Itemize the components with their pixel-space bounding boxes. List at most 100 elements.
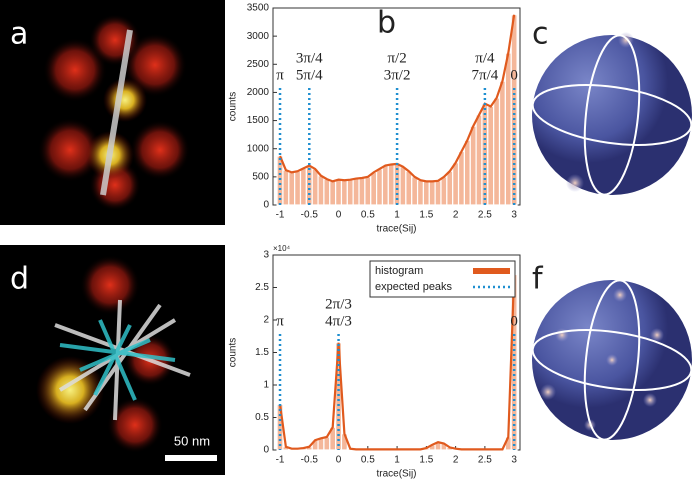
bar [352,177,360,206]
bar [294,170,302,206]
bar [411,176,419,206]
legend-label: expected peaks [375,281,453,293]
panel-label: b [377,6,396,41]
bar [340,179,348,206]
x-tick-label: 1 [394,210,400,221]
legend-label: histogram [375,265,423,277]
bar [469,125,477,206]
bar [493,97,501,206]
bar [434,180,442,206]
x-tick-label: 1.5 [419,455,433,466]
peak-label: π/2 [387,50,406,66]
x-tick-label: 3 [511,210,517,221]
bar [463,139,471,206]
histogram-line [278,274,516,451]
y-tick-label: 2500 [247,59,270,70]
bar [475,114,483,206]
x-tick-label: 0 [336,210,342,221]
peak-label: 0 [510,313,518,329]
x-tick-label: -0.5 [301,210,319,221]
bar [364,176,372,206]
peak-label: π [276,67,284,83]
peak-label: π [276,313,284,329]
x-tick-label: -1 [276,455,285,466]
bar [282,169,290,206]
bar [381,165,389,206]
y-tick-label: 1.5 [255,347,269,358]
x-tick-label: 2.5 [478,455,492,466]
peak-label: 3π/4 [296,50,323,66]
bar [428,180,436,206]
panel-label: a [10,17,28,52]
bar [323,436,331,451]
panel-c-sphere [531,32,693,196]
bar [440,176,448,206]
x-tick-label: 0.5 [361,210,375,221]
bar [358,177,366,206]
bar [446,170,454,206]
y-axis-label: counts [228,338,239,367]
panel-d-image [0,245,225,475]
bar [487,105,495,206]
x-axis-label: trace(Sij) [376,469,416,480]
x-tick-label: 0 [336,455,342,466]
bar [405,170,413,206]
bar [299,167,307,206]
bar [323,178,331,206]
bar [375,168,384,206]
bar [457,150,465,206]
legend-box [369,260,516,298]
bar [288,171,296,206]
bar [422,180,430,206]
x-tick-label: 3 [511,455,517,466]
bar [370,171,378,206]
y-tick-label: 1 [263,380,269,391]
x-tick-label: 2 [453,455,459,466]
panel-label: d [10,262,29,297]
bar [335,179,343,206]
y-axis-label: counts [228,92,239,121]
y-tick-label: 2 [263,315,269,326]
bar [317,175,325,206]
peak-label: 3π/2 [384,67,411,83]
bar [329,180,337,206]
x-tick-label: 1.5 [419,210,433,221]
y-tick-label: 0.5 [255,412,269,423]
x-tick-label: 1 [394,455,400,466]
peak-label: 2π/3 [325,296,352,312]
peak-label: 7π/4 [472,67,499,83]
y-tick-label: 500 [252,171,269,182]
x-axis-label: trace(Sij) [376,224,416,235]
panel-label: c [532,17,549,52]
bar [416,179,425,206]
x-tick-label: 2.5 [478,210,492,221]
bar [346,179,354,206]
y-tick-label: 0 [263,200,269,211]
y-tick-label: 3 [263,250,269,261]
y-tick-label: 3000 [247,31,270,42]
y-tick-label: 1000 [247,143,270,154]
y-tick-label: 2.5 [255,282,269,293]
y-tick-label: 2000 [247,87,270,98]
panel-label: f [532,262,544,297]
peak-label: 0 [510,67,518,83]
panel-a-image [0,0,225,225]
x-tick-label: 0.5 [361,455,375,466]
x-tick-label: 2 [453,210,459,221]
peak-label: 4π/3 [325,313,352,329]
x-tick-label: -1 [276,210,285,221]
panel-f-sphere [531,279,693,441]
y-tick-label: 3500 [247,3,270,14]
y-tick-label: 0 [263,445,269,456]
bar [387,163,395,206]
x-tick-label: -0.5 [301,455,319,466]
y-multiplier: ×10⁴ [273,244,291,253]
peak-label: π/4 [475,50,495,66]
peak-label: 5π/4 [296,67,323,83]
bar [311,168,319,206]
scale-bar-label: 50 nm [174,433,210,448]
bar [452,162,460,206]
y-tick-label: 1500 [247,115,270,126]
